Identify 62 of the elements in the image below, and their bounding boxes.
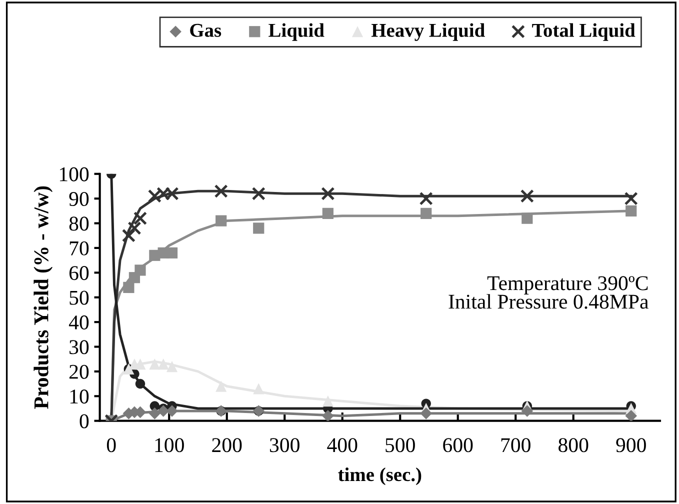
point [148, 408, 161, 420]
point [521, 405, 534, 417]
point [134, 358, 146, 370]
x-tick-label: 600 [443, 438, 473, 452]
y-tick-label: 60 [69, 266, 89, 280]
x-tick-label: 0 [106, 438, 116, 452]
point [252, 186, 266, 200]
legend-label: Gas [190, 24, 222, 37]
point [520, 189, 534, 203]
point [420, 208, 432, 219]
point [166, 405, 178, 417]
y-axis-title: Products Yield (% - w/w) [34, 186, 53, 409]
annotation: Temperature 390ºC [487, 276, 648, 294]
point [322, 396, 334, 407]
point [135, 378, 146, 389]
point [522, 212, 533, 224]
point [216, 380, 227, 392]
point [253, 383, 264, 394]
y-tick-label: 100 [60, 167, 89, 182]
y-tick-label: 90 [69, 192, 89, 206]
y-tick-label: 80 [69, 216, 89, 231]
point [166, 247, 178, 258]
point [149, 358, 160, 370]
point [322, 410, 334, 421]
point [419, 192, 433, 206]
y-tick-label: 40 [68, 315, 89, 330]
point [321, 186, 335, 200]
y-tick-label: 70 [70, 241, 89, 256]
legend-label: Heavy Liquid [371, 23, 485, 41]
point [133, 212, 148, 226]
point [624, 192, 638, 206]
point [158, 358, 169, 370]
y-tick-label: 10 [70, 390, 89, 404]
point [123, 282, 134, 294]
point [625, 410, 638, 421]
y-tick-label: 50 [70, 290, 89, 305]
point [420, 408, 432, 420]
x-tick-label: 800 [558, 438, 588, 452]
point [128, 221, 142, 236]
x-tick-label: 700 [501, 438, 530, 452]
x-tick-label: 500 [386, 438, 415, 452]
legend-label: Total Liquid [532, 23, 636, 41]
y-tick-label: 20 [69, 364, 89, 379]
x-tick-label: 900 [616, 438, 646, 452]
point [322, 208, 334, 219]
point [122, 228, 136, 242]
x-tick-label: 400 [327, 438, 358, 452]
x-tick-label: 200 [212, 438, 242, 452]
point [626, 205, 637, 216]
point [214, 184, 228, 198]
legend-label: Liquid [268, 23, 324, 41]
x-axis-title: time (sec.) [338, 468, 422, 486]
point [157, 405, 170, 417]
annotation: Inital Pressure 0.48MPa [448, 294, 648, 309]
point [134, 264, 146, 276]
point [166, 360, 178, 372]
point [216, 215, 227, 226]
x-tick-label: 300 [270, 438, 300, 452]
x-tick-label: 100 [155, 438, 184, 452]
y-tick-label: 30 [70, 340, 89, 354]
y-tick-label: 0 [80, 414, 89, 428]
point [253, 222, 264, 234]
